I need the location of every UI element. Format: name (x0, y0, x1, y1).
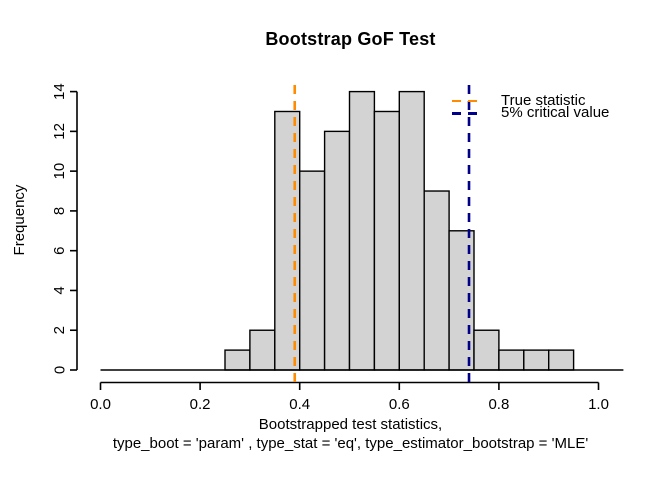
y-tick-label: 14 (51, 83, 68, 100)
chart-title: Bootstrap GoF Test (265, 29, 436, 49)
x-tick-label: 0.4 (289, 396, 310, 413)
histogram-bar (299, 170, 326, 371)
histogram-bar (473, 329, 500, 371)
legend-item-critical-value: 5% critical value (452, 104, 610, 122)
y-tick-label: 4 (51, 286, 68, 294)
histogram-bar (348, 90, 376, 371)
y-tick-label: 10 (51, 163, 68, 180)
y-tick-label: 0 (51, 366, 68, 374)
legend-label-critical-value: 5% critical value (501, 104, 610, 122)
histogram-bar (548, 349, 575, 371)
histogram-bar (323, 130, 351, 371)
histogram-bar (398, 90, 425, 371)
legend-dashed-line-critical-value (452, 112, 484, 115)
y-tick-label: 12 (51, 123, 68, 140)
x-tick-label: 0.0 (90, 396, 111, 413)
histogram-bar (224, 349, 251, 371)
histogram-bar (373, 110, 400, 371)
x-axis-label-line-1: Bootstrapped test statistics, (258, 416, 443, 433)
histogram-bar (523, 349, 550, 371)
histogram-bar (423, 190, 450, 371)
legend-item-true-statistic: True statistic (452, 92, 609, 109)
y-tick-label: 2 (51, 326, 68, 334)
legend-label-true-statistic: True statistic (501, 92, 586, 109)
x-tick-label: 0.6 (389, 396, 410, 413)
y-tick-label: 6 (51, 247, 68, 255)
legend: True statistic 5% critical value (452, 92, 610, 122)
histogram-bar (249, 329, 276, 371)
x-tick-label: 0.2 (190, 396, 211, 413)
y-tick-label: 8 (51, 207, 68, 215)
x-tick-label: 0.8 (488, 396, 509, 413)
x-tick-label: 1.0 (588, 396, 609, 413)
x-axis-label-line-2: type_boot = 'param' , type_stat = 'eq', … (112, 435, 589, 452)
legend-dashed-line-true-statistic (452, 99, 484, 103)
histogram-bar (498, 349, 525, 371)
